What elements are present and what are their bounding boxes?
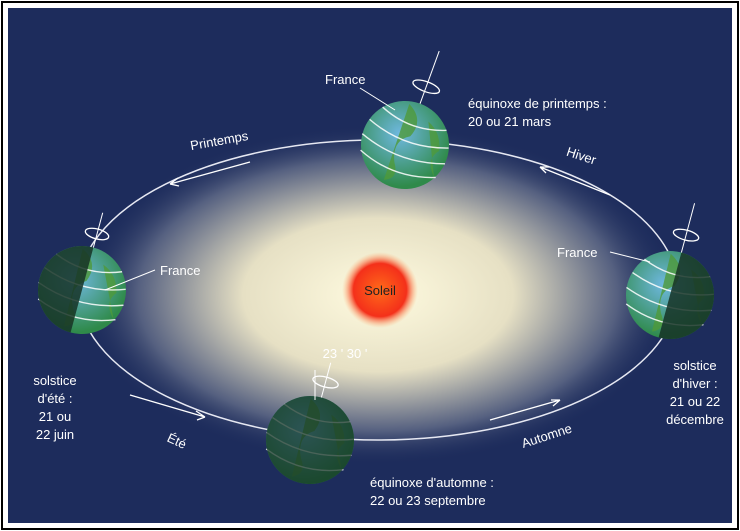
caption: 20 ou 21 mars [468,114,552,129]
caption: décembre [666,412,724,427]
caption: 22 juin [36,427,74,442]
caption: solstice [33,373,76,388]
marker-label: France [557,245,597,260]
caption: d'été : [37,391,72,406]
diagram: Soleil Printemps Hiver Été Automne Franc… [0,0,740,531]
tilt-label: 23 ' 30 ' [323,346,368,361]
caption: d'hiver : [672,376,717,391]
marker-label: France [160,263,200,278]
sun-label: Soleil [364,283,396,298]
caption: équinoxe de printemps : [468,96,607,111]
caption: équinoxe d'automne : [370,475,494,490]
caption: 21 ou 22 [670,394,721,409]
caption: 21 ou [39,409,72,424]
marker-label: France [325,72,365,87]
caption: solstice [673,358,716,373]
caption: 22 ou 23 septembre [370,493,486,508]
